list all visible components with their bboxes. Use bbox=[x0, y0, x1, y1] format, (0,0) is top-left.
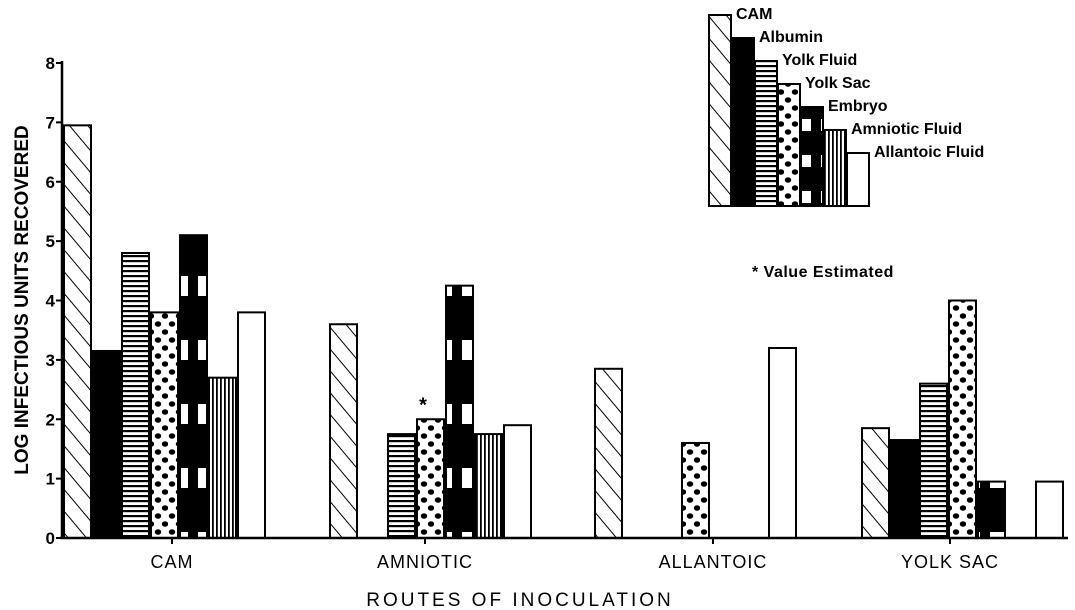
y-tick-label: 3 bbox=[46, 351, 55, 370]
x-axis-title: ROUTES OF INOCULATION bbox=[366, 590, 674, 610]
legend-swatch-allantoic-fluid bbox=[846, 152, 870, 207]
bar-cam-cam bbox=[63, 124, 92, 539]
x-tick-label: ALLANTOIC bbox=[659, 552, 768, 572]
x-tick-label: AMNIOTIC bbox=[377, 552, 473, 572]
bar-cam-amniotic bbox=[329, 323, 358, 539]
legend-label-allantoic-fluid: Allantoic Fluid bbox=[874, 144, 984, 161]
bar-amniotic-fluid-amniotic bbox=[474, 433, 503, 539]
bar-albumin-cam bbox=[92, 349, 121, 539]
estimated-marker: * bbox=[419, 394, 427, 416]
legend-swatch-cam bbox=[708, 14, 732, 207]
bar-allantoic-fluid-amniotic bbox=[503, 424, 532, 539]
y-tick-label: 4 bbox=[46, 292, 56, 311]
y-tick-label: 5 bbox=[46, 232, 55, 251]
legend-label-cam: CAM bbox=[736, 6, 772, 23]
legend-label-amniotic-fluid: Amniotic Fluid bbox=[851, 121, 962, 138]
annotations: * * Value Estimated bbox=[419, 264, 894, 416]
legend-swatch-yolk-fluid bbox=[754, 60, 778, 207]
bar-embryo-yolk-sac bbox=[977, 480, 1006, 539]
x-tick-label: YOLK SAC bbox=[901, 552, 999, 572]
bar-yolk-sac-amniotic bbox=[416, 418, 445, 539]
bar-yolk-fluid-yolk-sac bbox=[919, 382, 948, 539]
bar-yolk-fluid-cam bbox=[121, 252, 150, 539]
y-axis: 0 1 2 3 4 5 6 7 8 bbox=[46, 54, 64, 548]
bar-yolk-sac-yolk-sac bbox=[948, 299, 977, 539]
bar-cam-yolk-sac bbox=[861, 427, 890, 539]
legend-swatch-yolk-sac bbox=[777, 83, 801, 207]
y-tick-label: 6 bbox=[46, 173, 55, 192]
bar-embryo-amniotic bbox=[445, 284, 474, 539]
legend-swatch-amniotic-fluid bbox=[823, 129, 847, 207]
bar-yolk-fluid-amniotic bbox=[387, 433, 416, 539]
y-tick-label: 1 bbox=[46, 470, 55, 489]
y-tick-label: 8 bbox=[46, 54, 55, 73]
legend-label-yolk-sac: Yolk Sac bbox=[805, 75, 871, 92]
bar-allantoic-fluid-cam bbox=[237, 311, 266, 539]
value-estimated-note: * Value Estimated bbox=[752, 264, 894, 281]
y-tick-label: 7 bbox=[46, 113, 55, 132]
y-tick-label: 0 bbox=[46, 529, 55, 548]
bar-yolk-sac-cam bbox=[150, 311, 179, 539]
bar-albumin-yolk-sac bbox=[890, 439, 919, 539]
legend-label-yolk-fluid: Yolk Fluid bbox=[782, 52, 857, 69]
bars-layer bbox=[63, 124, 1064, 539]
bar-cam-allantoic bbox=[594, 367, 623, 539]
bar-amniotic-fluid-cam bbox=[208, 376, 237, 539]
legend-label-embryo: Embryo bbox=[828, 98, 888, 115]
y-axis-title: LOG INFECTIOUS UNITS RECOVERED bbox=[12, 125, 33, 474]
legend-swatch-albumin bbox=[731, 37, 755, 207]
legend-swatch-embryo bbox=[800, 106, 824, 207]
legend-label-albumin: Albumin bbox=[759, 29, 823, 46]
bar-yolk-sac-allantoic bbox=[681, 442, 710, 539]
bar-embryo-cam bbox=[179, 234, 208, 539]
legend: CAM Albumin Yolk Fluid Yolk Sac Embryo Amniot… bbox=[708, 6, 984, 207]
bar-allantoic-fluid-allantoic bbox=[768, 347, 797, 539]
bar-allantoic-fluid-yolk-sac bbox=[1035, 480, 1064, 539]
x-axis: CAM AMNIOTIC ALLANTOIC YOLK SAC bbox=[60, 536, 1068, 572]
y-tick-label: 2 bbox=[46, 410, 55, 429]
x-tick-label: CAM bbox=[151, 552, 194, 572]
